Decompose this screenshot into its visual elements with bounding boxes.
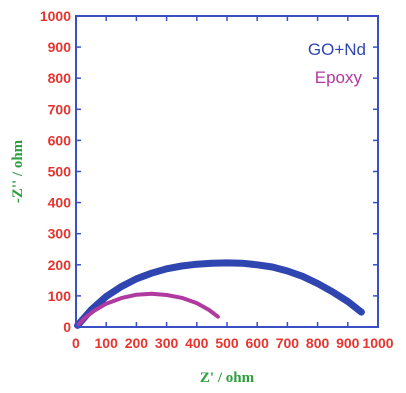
y-tick-label: 1000 — [40, 8, 71, 24]
y-tick-label: 300 — [48, 226, 72, 242]
y-tick-label: 200 — [48, 257, 72, 273]
x-tick-label: 600 — [246, 335, 270, 351]
series-group — [74, 259, 365, 329]
x-tick-label: 0 — [72, 335, 80, 351]
x-tick-label: 500 — [215, 335, 239, 351]
y-axis-title: -Z'' / ohm — [10, 139, 26, 203]
x-tick-label: 200 — [125, 335, 149, 351]
x-axis-title: Z' / ohm — [200, 370, 255, 386]
y-tick-label: 900 — [48, 39, 72, 55]
legend-label-go-nd: GO+Nd — [308, 40, 366, 59]
x-tick-label: 100 — [95, 335, 119, 351]
x-tick-label: 400 — [185, 335, 209, 351]
x-tick-label: 900 — [336, 335, 360, 351]
y-tick-label: 500 — [48, 164, 72, 180]
y-tick-label: 100 — [48, 288, 72, 304]
series-line-go-nd — [74, 259, 365, 329]
y-tick-label: 0 — [63, 319, 71, 335]
y-tick-label: 700 — [48, 101, 72, 117]
legend: GO+Nd Epoxy — [308, 40, 366, 87]
legend-label-epoxy: Epoxy — [315, 68, 363, 87]
x-tick-label: 300 — [155, 335, 179, 351]
x-tick-label: 800 — [306, 335, 330, 351]
x-tick-labels: 0 100 200 300 400 500 600 700 800 900 1000 — [72, 335, 394, 351]
y-tick-labels: 0 100 200 300 400 500 600 700 800 900 1000 — [40, 8, 71, 335]
tick-marks — [75, 15, 379, 328]
x-tick-label: 1000 — [362, 335, 393, 351]
y-tick-label: 600 — [48, 132, 72, 148]
series-line-epoxy — [75, 291, 220, 328]
x-tick-label: 700 — [276, 335, 300, 351]
y-tick-label: 400 — [48, 195, 72, 211]
y-tick-label: 800 — [48, 70, 72, 86]
plot-frame — [75, 15, 379, 328]
